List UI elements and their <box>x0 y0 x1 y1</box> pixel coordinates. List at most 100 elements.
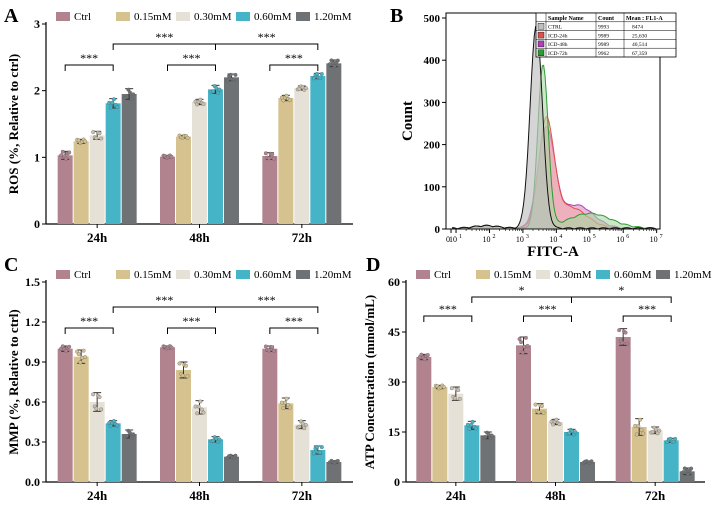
panel-a-data-point <box>263 151 268 156</box>
panel-a-data-point <box>315 71 319 76</box>
panel-c-data-point <box>91 392 96 397</box>
panel-c-data-point <box>169 345 174 350</box>
panel-d-significance-label: *** <box>638 302 656 316</box>
panel-a-significance-label: *** <box>183 51 201 65</box>
panel-a-data-point <box>327 62 332 67</box>
panel-d-x-tick-label: 24h <box>446 488 467 503</box>
panel-a-y-tick-label: 0 <box>34 217 40 231</box>
panel-a-data-point <box>99 136 104 141</box>
panel-c-legend-swatch <box>296 270 310 279</box>
panel-b-x-axis-label: FITC-A <box>527 244 579 260</box>
panel-c-data-point <box>300 421 305 426</box>
panel-a-significance-bracket <box>215 43 319 50</box>
panel-a-significance-bracket <box>64 64 114 71</box>
panel-b-table-mean: 40,514 <box>632 42 647 48</box>
panel-a-bar-0.30mM-72h <box>294 88 310 224</box>
panel-c-data-point <box>201 410 206 415</box>
panel-c-bar-1.20mM-72h <box>326 462 342 482</box>
panel-c-legend-label: 0.30mM <box>194 269 232 281</box>
panel-b-table-header: Mean : FL1-A <box>626 16 663 22</box>
panel-a-data-point <box>129 96 134 101</box>
panel-c-data-point <box>94 406 99 411</box>
panel-a-data-point <box>110 100 115 105</box>
panel-a-legend-swatch <box>236 12 250 21</box>
panel-c-bar-0.60mM-24h <box>105 423 121 482</box>
panel-b-table-sample-name: ICD-72h <box>548 51 568 57</box>
panel-d-y-tick-label: 15 <box>388 425 400 439</box>
panel-a-bar-0.30mM-48h <box>192 102 207 224</box>
panel-c-data-point <box>315 444 319 449</box>
panel-d-bar-0.15mM-24h <box>432 387 448 482</box>
panel-d-data-point <box>453 396 457 401</box>
panel-a-y-tick-label: 1 <box>34 150 40 164</box>
panel-a-legend-swatch <box>116 12 130 21</box>
panel-c-data-point <box>233 453 238 458</box>
panel-c-data-point <box>64 348 68 353</box>
panel-b-x-tick-exponent: 2 <box>492 234 495 240</box>
panel-a-legend-swatch <box>56 12 70 21</box>
panel-c-bar-0.30mM-24h <box>89 402 105 482</box>
panel-a-data-point <box>267 156 271 161</box>
panel-d-data-point <box>525 343 530 348</box>
panel-c-data-point <box>81 348 86 353</box>
panel-c-data-point <box>183 363 188 368</box>
panel-b-y-tick-label: 500 <box>424 13 441 25</box>
panel-d-bar-1.20mM-24h <box>480 435 496 482</box>
panel-d-significance-label: * <box>519 283 525 297</box>
panel-c-data-point <box>80 355 84 360</box>
panel-a-bar-0.30mM-24h <box>89 135 105 224</box>
panel-label-b: B <box>390 5 403 27</box>
panel-c-x-tick-label: 24h <box>87 488 108 503</box>
panel-c-data-point <box>196 404 201 409</box>
panel-d-significance-label: *** <box>439 302 457 316</box>
panel-a-bar-0.60mM-48h <box>208 89 223 224</box>
panel-a-data-point <box>108 105 113 110</box>
panel-d-bar-1.20mM-72h <box>679 471 695 482</box>
panel-a-data-point <box>97 131 102 136</box>
panel-d-data-point <box>519 340 524 345</box>
panel-a-legend-label: 0.30mM <box>194 11 232 23</box>
panel-d-data-point <box>483 435 488 439</box>
panel-c-data-point <box>198 399 203 404</box>
panel-c-y-tick-label: 1.2 <box>25 315 40 329</box>
panel-a-data-point <box>303 86 308 91</box>
panel-d-y-tick-label: 0 <box>394 475 400 489</box>
panel-a-significance-label: *** <box>285 51 303 65</box>
panel-b-table-sample-name: ICD-48h <box>548 42 568 48</box>
panel-a-data-point <box>225 78 230 83</box>
panel-d-data-point <box>533 402 538 407</box>
panel-c-bar-0.15mM-24h <box>73 356 89 482</box>
panel-d-data-point <box>456 388 461 393</box>
panel-c-bar-Ctrl-24h <box>57 348 73 482</box>
panel-a-bar-Ctrl-24h <box>57 155 73 224</box>
panel-c-y-tick-label: 0.6 <box>25 395 40 409</box>
panel-d-x-tick-label: 48h <box>545 488 566 503</box>
panel-b-x-tick-exponent: 6 <box>626 234 629 240</box>
panel-a-legend-label: 1.20mM <box>314 11 352 23</box>
panel-d-data-point <box>470 419 475 424</box>
panel-a-data-point <box>335 58 340 63</box>
panel-d-data-point <box>539 404 544 408</box>
panel-c-data-point <box>263 344 268 349</box>
panel-a-data-point <box>59 153 64 158</box>
panel-a-significance-label: *** <box>258 30 276 44</box>
panel-a-bar-1.20mM-72h <box>326 63 342 225</box>
panel-c-data-point <box>195 411 200 416</box>
panel-c-data-point <box>177 361 182 366</box>
panel-d-bar-0.30mM-72h <box>647 430 663 482</box>
panel-a-data-point <box>271 156 276 161</box>
panel-d-bar-0.15mM-48h <box>532 408 547 482</box>
panel-c-data-point <box>128 430 132 435</box>
panel-b-y-tick-label: 400 <box>424 55 441 67</box>
panel-a-data-point <box>215 90 220 95</box>
panel-a-ros-chart: ROS (%, Relative to ctrl) 0 1 2 3 Ctrl 0.15mM 0… <box>6 11 353 245</box>
panel-d-significance-bracket <box>622 315 672 322</box>
panel-c-bar-0.60mM-72h <box>310 450 326 482</box>
panel-b-x-tick-exponent: 5 <box>593 234 596 240</box>
panel-c-y-tick-label: 1.5 <box>25 275 40 289</box>
panel-a-data-point <box>83 139 88 144</box>
panel-d-data-point <box>620 340 625 345</box>
panel-d-legend-label: 0.30mM <box>554 269 592 281</box>
panel-d-legend-swatch <box>476 270 490 279</box>
